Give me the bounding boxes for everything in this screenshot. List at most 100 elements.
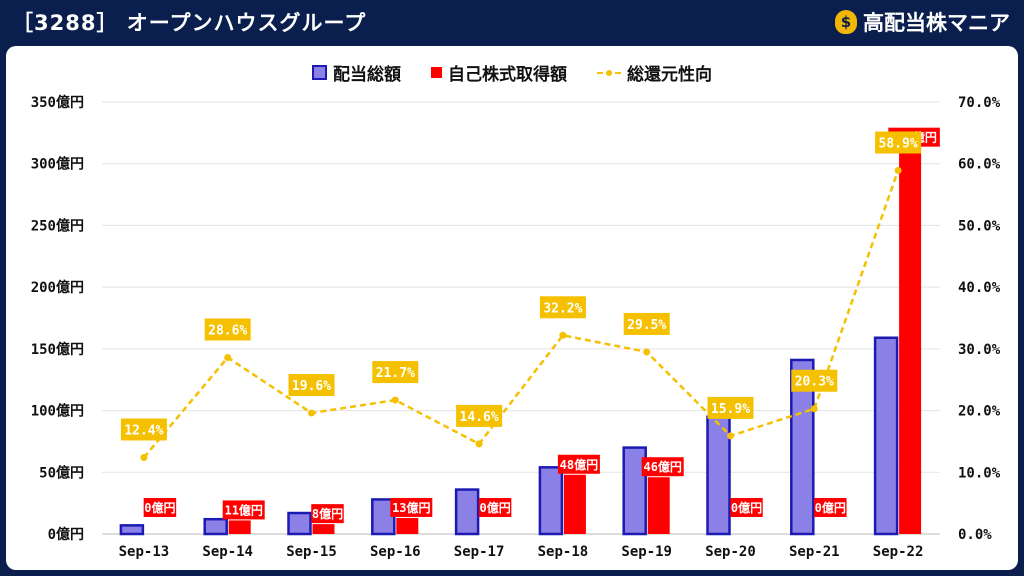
y-left-tick-label: 0億円 [48,526,84,543]
payout-label-bg [456,404,503,427]
payout-point [140,453,148,461]
y-right-tick-label: 30.0% [958,342,1001,358]
payout-point [475,440,483,448]
payout-label-bg [204,318,251,341]
x-tick-label: Sep-13 [119,544,170,560]
payout-data-label: 19.6% [292,379,331,394]
x-tick-label: Sep-14 [202,544,253,560]
x-tick-label: Sep-21 [789,544,840,560]
chart-svg: 0億円 50億円 100億円 150億円 200億円 250億円 300億円 350億円 0.0… [31,94,1001,560]
y-right-tick-label: 0.0% [958,527,992,543]
legend-item-payout: 総還元性向 [597,60,712,85]
payout-point [559,331,567,339]
bar-dividend [622,446,647,536]
x-tick-label: Sep-22 [873,544,924,560]
buyback-data-label: 0億円 [815,500,846,515]
payout-line [142,170,900,459]
bar-dividend [790,358,815,536]
bar-dividend [203,517,228,536]
buyback-data-label: 0億円 [144,500,175,515]
payout-data-label: 21.7% [376,366,415,381]
brand-logo: $ 高配当株マニア [835,7,1010,37]
buyback-label-bg [641,457,684,477]
bar-buyback [563,474,586,534]
bar-dividend [873,336,899,536]
payout-data-label: 28.6% [208,323,247,338]
payout-point [810,405,818,413]
payout-label-bg [372,361,419,384]
y-left-tick-label: 100億円 [31,403,84,420]
buyback-data-label: 8億円 [312,506,343,521]
payout-point [391,396,399,404]
brand-name: 高配当株マニア [863,11,1010,35]
legend-swatch-dividend [312,65,327,80]
bar-buyback [647,477,670,534]
bar-dividend [454,488,480,536]
payout-label-bg [120,418,167,441]
bar-buyback [396,517,419,534]
bar-buyback [312,524,335,534]
y-left-tick-label: 200億円 [31,279,84,296]
payout-data-label: 20.3% [795,375,834,390]
payout-point [894,167,902,175]
payout-point [224,353,232,361]
legend-label-buyback: 自己株式取得額 [448,65,567,85]
legend-label-dividend: 配当総額 [333,65,401,85]
payout-data-label: 14.6% [460,410,499,425]
legend-label-payout: 総還元性向 [627,65,712,85]
bar-dividend [119,524,145,536]
buyback-data-label: 0億円 [479,500,510,515]
bar-dividend [287,511,312,536]
buyback-label-bg [143,498,177,517]
buyback-data-label: 46億円 [643,459,681,474]
payout-label-bg [875,131,922,154]
payout-label-bg [623,312,670,335]
payout-label-bg [791,369,838,392]
x-tick-label: Sep-19 [621,544,672,560]
buyback-label-bg [730,498,763,517]
buyback-data-label: 0億円 [731,500,762,515]
y-right-tick-label: 40.0% [958,280,1001,296]
buyback-data-label: 13億円 [392,500,430,515]
chart-panel: 配当総額 自己株式取得額 総還元性向 0億円 50億円 100億円 150億円 200億… [6,46,1018,570]
x-tick-label: Sep-15 [286,544,337,560]
x-tick-label: Sep-17 [454,544,505,560]
money-bag-icon: $ [835,10,857,34]
buyback-label-bg [557,454,600,474]
payout-label-bg [288,374,335,397]
x-tick-label: Sep-16 [370,544,421,560]
y-left-tick-label: 350億円 [31,94,84,111]
y-right-tick-label: 60.0% [958,157,1001,173]
payout-data-label: 32.2% [543,301,582,316]
payout-label-bg [539,296,586,319]
bar-dividend [706,415,731,536]
buyback-label-bg [814,498,847,517]
payout-point [727,432,734,440]
buyback-data-label: 11億円 [224,502,262,517]
legend-item-dividend: 配当総額 [312,60,401,85]
payout-point [308,409,315,417]
buyback-label-bg [478,498,512,517]
legend-swatch-buyback [431,67,442,78]
buyback-label-bg [390,497,433,517]
y-right-tick-label: 10.0% [958,465,1001,481]
legend-item-buyback: 自己株式取得額 [431,60,567,85]
y-left-tick-label: 250億円 [31,217,84,234]
payout-label-bg [707,396,754,419]
y-left-tick-label: 300億円 [31,156,84,173]
bar-dividend [538,466,564,536]
x-tick-label: Sep-20 [705,544,756,560]
bar-buyback [228,520,251,534]
y-right-tick-label: 20.0% [958,404,1001,420]
buyback-data-label: 48億円 [560,457,598,472]
payout-data-label: 12.4% [124,423,163,438]
legend-swatch-payout [597,67,621,79]
payout-point [643,348,651,356]
page-title: ［3288］ オープンハウスグループ [12,11,367,35]
x-tick-label: Sep-18 [538,544,589,560]
buyback-label-bg [222,500,265,520]
buyback-label-bg [311,504,344,524]
payout-data-label: 15.9% [711,402,750,417]
y-left-tick-label: 150億円 [31,341,84,358]
header-bar: ［3288］ オープンハウスグループ $ 高配当株マニア [0,0,1024,44]
